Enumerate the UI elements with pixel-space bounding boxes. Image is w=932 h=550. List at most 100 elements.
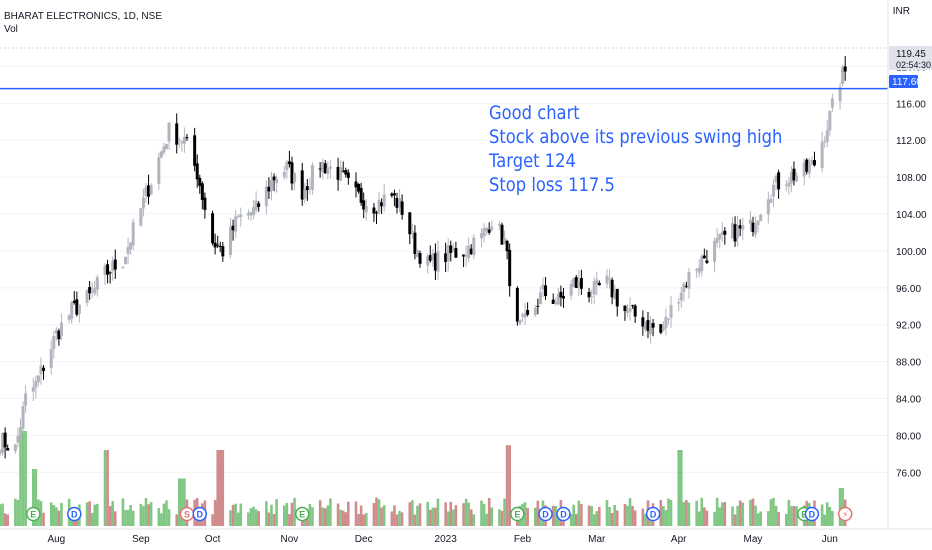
candle-body [249, 211, 253, 216]
candle-body [787, 182, 791, 187]
volume-bar [741, 502, 745, 526]
event-marker-d[interactable]: D [538, 506, 553, 522]
volume-bar [592, 514, 596, 526]
candle-body [641, 317, 645, 327]
event-marker-d[interactable]: D [67, 506, 82, 522]
volume-bar [574, 513, 578, 526]
event-marker-circle [556, 506, 571, 522]
event-marker-d[interactable]: D [645, 506, 661, 522]
candle-body [252, 206, 256, 215]
candle [795, 171, 799, 182]
candle-body [687, 272, 691, 289]
event-marker-s[interactable]: S [179, 506, 195, 522]
price-axis[interactable]: 76.00 80.00 84.00 88.00 92.00 96.00 100.00 104.… [896, 62, 927, 479]
candle-body [175, 123, 179, 145]
candle-body [6, 448, 10, 451]
candle [805, 158, 809, 175]
event-marker-e[interactable]: E [26, 506, 41, 522]
candle-body [610, 279, 614, 298]
candle [42, 365, 46, 380]
candle-body [561, 296, 565, 299]
event-markers[interactable]: E D S D E E D D D E D ⚡ [26, 506, 853, 522]
event-marker-d[interactable]: D [804, 506, 820, 522]
volume-bar [60, 502, 63, 526]
candle-body [823, 141, 827, 143]
volume-bar [500, 510, 504, 526]
candle [684, 281, 688, 289]
candle [633, 304, 637, 323]
candle-body [723, 230, 727, 235]
candle-body [433, 253, 437, 271]
volume-bar [436, 498, 440, 526]
volume-bar [167, 509, 171, 526]
candle [167, 122, 171, 150]
event-marker-d[interactable]: D [556, 506, 571, 522]
candle [487, 222, 491, 235]
candle [380, 198, 384, 215]
volume-bar [131, 510, 135, 526]
volume-bar [505, 445, 509, 526]
annotation-text[interactable]: Good chart Stock above its previous swin… [489, 101, 782, 197]
candle-body [431, 253, 435, 261]
time-tick-label: Aug [47, 534, 65, 545]
candle [229, 218, 233, 259]
event-marker-flash[interactable]: ⚡ [837, 506, 853, 522]
candle-body [751, 222, 755, 233]
time-tick-label: Feb [514, 534, 532, 545]
candle [464, 245, 468, 267]
candle [357, 183, 361, 194]
volume-bar [21, 431, 25, 526]
candle [39, 357, 43, 385]
candle-body [75, 299, 79, 315]
candle-body [88, 287, 92, 294]
candle [625, 304, 629, 317]
candle [108, 271, 112, 284]
volume-bar [183, 478, 186, 526]
time-axis[interactable]: Aug Sep Oct Nov Dec 2023 Feb Mar Apr May Jun [47, 534, 837, 545]
candle-body [756, 220, 760, 226]
candle-body [269, 179, 273, 191]
volume-bar [239, 503, 243, 526]
volume-bar [792, 506, 796, 526]
volume-bar [767, 511, 770, 526]
candle [569, 279, 573, 300]
price-tick-label: 116.00 [896, 99, 926, 110]
candle [308, 177, 312, 195]
candle-body [200, 183, 204, 200]
volume-bar [57, 510, 61, 526]
volume-bar [536, 500, 540, 526]
volume-bar [14, 498, 17, 526]
candle-body [216, 244, 220, 246]
volume-bar [677, 450, 681, 526]
candle [723, 227, 727, 245]
volume-bar [336, 503, 340, 526]
annotation-line-4: Stop loss 117.5 [489, 174, 615, 196]
candle-body [36, 375, 40, 382]
candle-body [108, 272, 112, 274]
candle-body [362, 200, 366, 210]
candle [246, 209, 250, 220]
event-marker-e[interactable]: E [294, 506, 310, 522]
candle [21, 401, 25, 434]
candle [234, 210, 238, 238]
event-marker-e[interactable]: E [510, 506, 525, 522]
candle-body [469, 248, 473, 255]
event-marker-d[interactable]: D [192, 506, 208, 522]
candle-body [713, 240, 717, 262]
candle [651, 319, 655, 337]
volume-bar [464, 498, 468, 526]
candle [628, 297, 632, 321]
candle-body [784, 184, 788, 186]
volume-bar [380, 507, 383, 526]
volume-bar [390, 511, 394, 526]
candle [643, 321, 647, 332]
candle-body [766, 199, 770, 215]
candle-body [718, 233, 722, 240]
candle-body [13, 444, 17, 452]
volume-bar [88, 501, 91, 526]
volume-indicator-label[interactable]: Vol [4, 24, 18, 35]
candle-body [54, 329, 58, 334]
candle-body [380, 202, 384, 207]
candle-body [318, 168, 322, 170]
